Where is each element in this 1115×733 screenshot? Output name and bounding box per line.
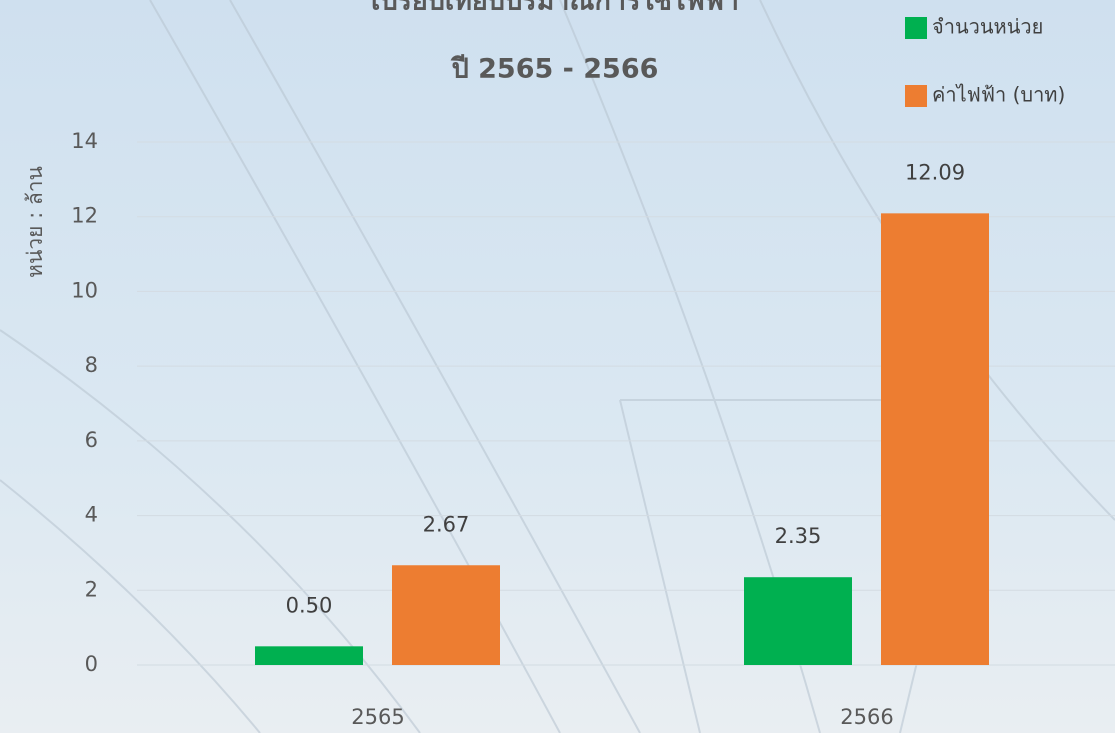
y-tick-label: 10 bbox=[71, 278, 98, 302]
chart-subtitle: ปี 2565 - 2566 bbox=[450, 54, 658, 85]
legend-swatch bbox=[905, 17, 927, 39]
bar bbox=[744, 577, 852, 665]
y-tick-label: 14 bbox=[71, 129, 98, 153]
bar bbox=[392, 565, 500, 665]
y-tick-label: 4 bbox=[85, 503, 98, 527]
value-label: 12.09 bbox=[905, 160, 965, 184]
bar bbox=[881, 213, 989, 665]
y-tick-label: 12 bbox=[71, 204, 98, 228]
y-tick-label: 6 bbox=[85, 428, 98, 452]
legend-label: ค่าไฟฟ้า (บาท) bbox=[932, 83, 1065, 107]
value-label: 2.67 bbox=[423, 512, 470, 536]
bar bbox=[255, 646, 363, 665]
chart-title: เปรียบเทียบปริมาณการใช้ไฟฟ้า bbox=[371, 0, 739, 17]
legend-swatch bbox=[905, 85, 927, 107]
y-tick-label: 2 bbox=[85, 577, 98, 601]
y-axis-label: หน่วย : ล้าน bbox=[23, 166, 47, 278]
value-label: 2.35 bbox=[775, 524, 822, 548]
x-tick-label: 2566 bbox=[840, 705, 893, 729]
value-label: 0.50 bbox=[286, 593, 333, 617]
legend-label: จำนวนหน่วย bbox=[932, 15, 1043, 39]
y-tick-label: 8 bbox=[85, 353, 98, 377]
y-tick-label: 0 bbox=[85, 652, 98, 676]
x-tick-label: 2565 bbox=[351, 705, 404, 729]
